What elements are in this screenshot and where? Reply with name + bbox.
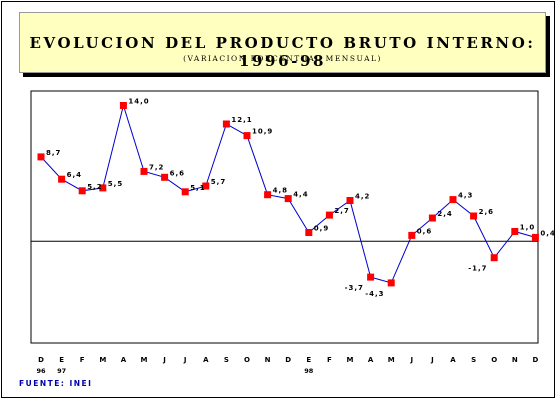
data-point	[325, 211, 333, 219]
chart-title: EVOLUCION DEL PRODUCTO BRUTO INTERNO: 19…	[29, 34, 536, 70]
x-tick-label: J	[183, 356, 187, 364]
data-point	[99, 184, 107, 192]
data-point	[78, 187, 86, 195]
data-point	[58, 175, 66, 183]
x-tick-label: J	[430, 356, 434, 364]
data-label: 10,9	[252, 128, 273, 136]
data-label: 1,0	[520, 224, 535, 232]
data-point	[387, 279, 395, 287]
x-tick-label: A	[368, 356, 374, 364]
data-label: 5,7	[211, 178, 226, 186]
data-label: 8,7	[46, 149, 61, 157]
chart-subtitle: (VARIACION PORCENTUAL MENSUAL)	[183, 54, 382, 63]
x-tick-label: D	[532, 356, 538, 364]
x-tick-label: M	[141, 356, 148, 364]
data-point	[470, 212, 478, 220]
x-tick-label: A	[203, 356, 209, 364]
data-label: 4,3	[458, 192, 473, 200]
data-labels: 8,7 6,4 5,2 5,5 14,0 7,2 6,6 5,1 5,7 12,110,9 4,8 4…	[46, 98, 555, 298]
data-point	[346, 197, 354, 204]
x-tick-label: A	[450, 356, 456, 364]
x-tick-label: E	[306, 356, 311, 364]
data-label: 5,5	[108, 180, 123, 188]
data-label: -1,7	[468, 265, 487, 273]
data-label: -4,3	[365, 290, 384, 298]
data-point	[408, 231, 416, 239]
data-label: 4,2	[355, 193, 370, 201]
x-tick-label: F	[327, 356, 332, 364]
data-label: 7,2	[149, 163, 164, 171]
data-label: 6,6	[170, 169, 185, 177]
x-tick-label: D	[285, 356, 291, 364]
x-tick-label: J	[162, 356, 166, 364]
x-tick-label: O	[244, 356, 250, 364]
x-tick-label: S	[224, 356, 229, 364]
x-axis-labels: D E F M A M J J A S O N D E F M A M J J A S O N D 96 97 98	[36, 356, 538, 375]
data-label: 4,8	[273, 187, 288, 195]
data-point	[490, 254, 498, 262]
x-tick-label: M	[388, 356, 395, 364]
data-point	[119, 102, 127, 109]
x-tick-label: O	[491, 356, 497, 364]
data-point	[37, 153, 45, 161]
x-tick-label: M	[347, 356, 354, 364]
data-point	[511, 228, 519, 235]
data-label: 2,6	[479, 208, 494, 216]
data-label: 14,0	[128, 98, 149, 106]
data-label: 5,1	[190, 184, 205, 192]
data-label: 0,6	[417, 227, 432, 235]
x-tick-label: E	[59, 356, 64, 364]
data-label: 5,2	[87, 183, 102, 191]
data-point	[284, 195, 292, 203]
plot-area	[30, 90, 539, 344]
data-point	[531, 233, 539, 241]
data-markers	[37, 102, 539, 287]
data-label: 4,4	[293, 191, 308, 199]
data-point	[181, 188, 189, 196]
x-tick-label: D	[38, 356, 44, 364]
x-tick-label: S	[471, 356, 476, 364]
data-point	[140, 167, 148, 175]
x-year-label: 98	[304, 367, 314, 375]
data-point	[243, 132, 251, 140]
data-point	[367, 273, 375, 281]
data-point	[222, 120, 230, 128]
x-tick-label: F	[80, 356, 85, 364]
x-tick-label: N	[512, 356, 518, 364]
data-label: 12,1	[231, 116, 252, 124]
source-note: FUENTE: INEI	[19, 379, 93, 388]
x-year-label: 96	[36, 367, 46, 375]
x-tick-label: N	[265, 356, 271, 364]
x-year-label: 97	[57, 367, 66, 375]
data-point	[202, 182, 210, 190]
x-tick-label: A	[121, 356, 127, 364]
title-box: EVOLUCION DEL PRODUCTO BRUTO INTERNO: 19…	[19, 12, 546, 73]
data-label: -3,7	[345, 284, 364, 292]
data-label: 0,9	[314, 225, 329, 233]
data-label: 2,7	[334, 207, 349, 215]
x-tick-label: J	[409, 356, 413, 364]
data-point	[305, 229, 313, 236]
data-label: 0,4	[540, 229, 555, 237]
data-point	[264, 191, 272, 199]
x-tick-label: M	[99, 356, 106, 364]
data-point	[449, 196, 457, 204]
data-label: 2,4	[437, 210, 452, 218]
data-point	[161, 173, 169, 181]
data-point	[428, 214, 436, 222]
data-label: 6,4	[67, 171, 82, 179]
